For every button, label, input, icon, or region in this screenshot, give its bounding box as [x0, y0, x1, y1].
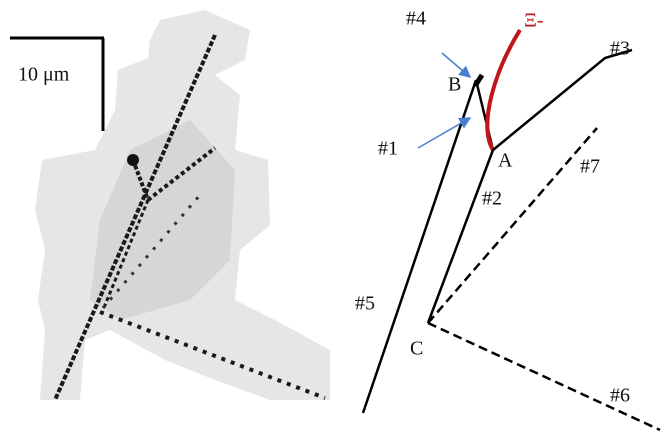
tracks [363, 30, 660, 430]
label: C [410, 338, 423, 360]
label: A [498, 150, 513, 172]
label: #4 [406, 8, 426, 30]
scale-label: 10 μm [18, 64, 70, 86]
label: #7 [580, 156, 600, 178]
arrow [418, 118, 470, 148]
label: B [448, 74, 461, 96]
label: Ξ- [524, 10, 544, 32]
label: #3 [610, 38, 630, 60]
emulsion-image [35, 10, 330, 400]
label: #1 [378, 138, 398, 160]
label: #2 [482, 188, 502, 210]
figure: 10 μm #4 Ξ- #3 B #1 A #7 #2 #5 C #6 [0, 0, 661, 441]
label: #5 [355, 293, 375, 315]
scale-bar: 10 μm [10, 38, 104, 131]
label: #6 [610, 385, 630, 407]
